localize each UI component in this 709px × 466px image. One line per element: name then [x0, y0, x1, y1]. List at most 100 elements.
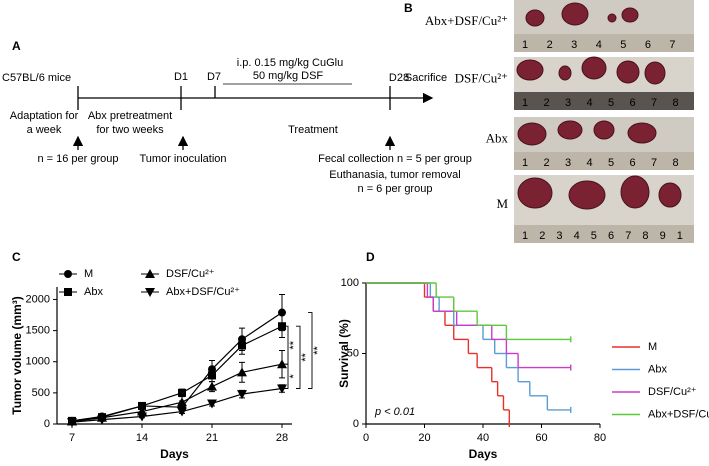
phase-label: Treatment	[288, 124, 338, 136]
ruler-number: 6	[645, 39, 651, 51]
legend-label: M	[84, 268, 93, 280]
tumor	[517, 177, 553, 209]
x-tick-label: 28	[276, 432, 288, 444]
tumor	[568, 180, 606, 210]
group-label: DSF/Cu²⁺	[455, 70, 508, 85]
ruler-number: 1	[677, 230, 683, 242]
panel-label: B	[404, 1, 413, 15]
legend-label: M	[648, 341, 657, 353]
ruler-number: 5	[608, 157, 614, 169]
group-label: Abx+DSF/Cu²⁺	[425, 13, 508, 28]
ruler	[514, 34, 694, 52]
note: Fecal collection n = 5 per group	[318, 153, 472, 165]
ruler-number: 1	[522, 39, 528, 51]
ruler-number: 2	[547, 39, 553, 51]
sig-label: **	[300, 352, 312, 361]
tumor	[593, 120, 615, 140]
sig-label: **	[288, 340, 300, 349]
ruler	[514, 152, 694, 170]
ruler-number: 2	[544, 157, 550, 169]
y-tick-label: 2000	[26, 293, 50, 305]
ruler-number: 4	[587, 157, 593, 169]
ruler	[514, 92, 694, 110]
phase-label: Adaptation for	[10, 110, 79, 122]
x-tick-label: 60	[535, 432, 547, 444]
timeline-label: D28	[389, 72, 409, 84]
tumor	[620, 175, 650, 209]
tumor	[658, 182, 682, 208]
ruler-number: 5	[608, 97, 614, 109]
legend-label: Abx+DSF/Cu²⁺	[166, 286, 240, 298]
dose-label: 50 mg/kg DSF	[253, 70, 324, 82]
sig-label: *	[288, 374, 300, 379]
y-tick-label: 0	[44, 418, 50, 430]
legend-label: Abx+DSF/Cu²⁺	[648, 408, 709, 420]
marker	[177, 397, 187, 407]
ruler-number: 8	[673, 157, 679, 169]
note: n = 6 per group	[358, 183, 433, 195]
y-tick-label: 500	[32, 387, 50, 399]
ruler-number: 9	[660, 230, 666, 242]
ruler-number: 6	[608, 230, 614, 242]
tumor	[525, 9, 545, 27]
y-tick-label: 0	[353, 418, 359, 430]
panel-label: A	[12, 39, 21, 53]
ruler-number: 1	[522, 97, 528, 109]
x-tick-label: 14	[136, 432, 148, 444]
ruler-number: 6	[630, 97, 636, 109]
legend-label: DSF/Cu²⁺	[166, 268, 215, 280]
marker	[237, 390, 247, 400]
ruler-number: 7	[625, 230, 631, 242]
tumor	[607, 13, 617, 23]
sig-label: **	[312, 346, 324, 355]
legend-label: Abx	[84, 286, 103, 298]
ruler-number: 2	[539, 230, 545, 242]
legend-label: Abx	[648, 363, 667, 375]
tumor	[581, 56, 607, 80]
legend-marker	[145, 288, 155, 297]
marker	[97, 415, 107, 425]
p-value: p < 0.01	[374, 406, 415, 418]
legend-marker	[64, 270, 72, 278]
x-tick-label: 21	[206, 432, 218, 444]
group-label: M	[496, 196, 508, 211]
phase-label: Abx pretreatment	[88, 110, 172, 122]
y-tick-label: 50	[347, 347, 359, 359]
tumor-photos: 1 2 3 4 5 6 71 2 3 4 5 6 7 81 2 3 4 5 6 7 81 2 3 4 5 6 7 8 9 1	[514, 0, 694, 243]
ruler-number: 3	[565, 157, 571, 169]
legend-marker	[145, 269, 155, 278]
tumor	[644, 61, 666, 85]
ruler-number: 7	[651, 157, 657, 169]
ruler-number: 4	[587, 97, 593, 109]
ruler-number: 7	[651, 97, 657, 109]
marker	[138, 401, 146, 410]
ruler-number: 5	[620, 39, 626, 51]
legend-marker	[64, 288, 72, 296]
ruler-number: 3	[565, 97, 571, 109]
marker	[277, 359, 287, 369]
tumor	[558, 65, 572, 81]
x-axis-label: Days	[160, 447, 189, 461]
marker	[137, 412, 147, 422]
marker	[177, 407, 187, 417]
note: Tumor inoculation	[139, 153, 226, 165]
y-axis-label: Tumor volume (mm³)	[10, 296, 24, 414]
dose-label: i.p. 0.15 mg/kg CuGlu	[237, 57, 343, 69]
timeline-label: D7	[207, 71, 221, 83]
legend-label: DSF/Cu²⁺	[648, 386, 697, 398]
marker	[237, 367, 247, 377]
x-tick-label: 0	[363, 432, 369, 444]
tumor	[517, 122, 547, 146]
x-tick-label: 40	[477, 432, 489, 444]
marker	[207, 381, 217, 391]
tumor	[516, 59, 544, 81]
note: n = 16 per group	[37, 153, 118, 165]
ruler-number: 3	[556, 230, 562, 242]
marker	[178, 388, 186, 397]
ruler-number: 4	[574, 230, 580, 242]
ruler-number: 4	[596, 39, 602, 51]
x-tick-label: 80	[594, 432, 606, 444]
marker	[278, 322, 286, 331]
group-label: Abx	[486, 130, 509, 145]
